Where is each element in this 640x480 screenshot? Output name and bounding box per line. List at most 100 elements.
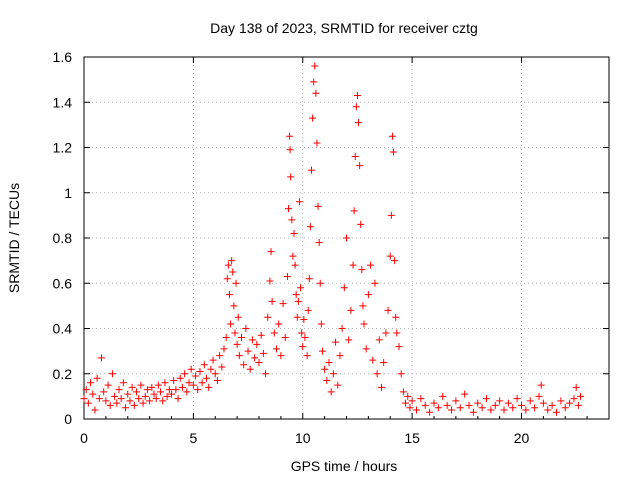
data-point	[185, 379, 193, 387]
data-point	[194, 386, 202, 394]
data-point	[465, 401, 473, 409]
data-point	[522, 406, 530, 414]
data-point	[430, 399, 438, 407]
data-point	[371, 279, 379, 287]
data-point	[461, 390, 469, 398]
data-point	[318, 347, 326, 355]
data-point	[257, 331, 265, 339]
data-point	[350, 207, 358, 215]
data-point	[187, 365, 195, 373]
data-point	[205, 383, 213, 391]
data-point	[141, 392, 149, 400]
data-point	[281, 334, 289, 342]
data-point	[299, 343, 307, 351]
data-point	[154, 381, 162, 389]
data-point	[347, 306, 355, 314]
data-point	[170, 377, 178, 385]
data-point	[285, 205, 293, 213]
data-point	[426, 408, 434, 416]
data-point	[373, 370, 381, 378]
data-point	[130, 401, 138, 409]
data-point	[174, 395, 182, 403]
data-point	[159, 397, 167, 405]
data-point	[434, 404, 442, 412]
data-point	[329, 370, 337, 378]
data-point	[421, 401, 429, 409]
data-point	[375, 336, 383, 344]
data-point	[273, 345, 280, 353]
data-point	[572, 383, 580, 391]
y-tick-label: 0.8	[53, 230, 73, 246]
data-point	[297, 284, 305, 292]
data-point	[189, 381, 197, 389]
data-point	[358, 266, 366, 274]
data-point	[557, 397, 565, 405]
data-point	[386, 252, 394, 260]
data-point	[408, 397, 416, 405]
data-point	[111, 392, 119, 400]
data-point	[207, 365, 215, 373]
data-point	[163, 392, 171, 400]
data-point	[267, 248, 275, 256]
data-point	[248, 336, 256, 344]
data-point	[443, 401, 451, 409]
x-tick-label: 10	[295, 430, 311, 446]
y-tick-label: 0.4	[53, 321, 73, 337]
data-point	[384, 306, 392, 314]
data-point	[295, 198, 303, 206]
data-point	[303, 352, 311, 360]
data-point	[336, 352, 344, 360]
data-point	[192, 372, 200, 380]
x-tick-label: 20	[514, 430, 530, 446]
x-axis-label: GPS time / hours	[291, 458, 398, 474]
data-point	[246, 365, 254, 373]
data-point	[220, 345, 228, 353]
data-point	[227, 320, 235, 328]
data-point	[310, 78, 318, 86]
data-point	[327, 388, 335, 396]
data-point	[286, 132, 294, 140]
tick-labels: 0 5 10 15 20 0 0.2 0.4 0.6 0.8 1 1.2 1.4 1.6	[53, 49, 530, 446]
data-point	[305, 275, 313, 283]
data-point	[139, 399, 147, 407]
data-point	[402, 399, 410, 407]
data-point	[124, 390, 132, 398]
data-point	[478, 404, 486, 412]
data-point	[176, 374, 184, 382]
data-point	[367, 261, 375, 269]
data-point	[537, 381, 545, 389]
data-point	[137, 381, 145, 389]
data-point	[293, 313, 301, 321]
data-point	[288, 216, 296, 224]
data-point	[222, 334, 230, 342]
data-point	[340, 284, 348, 292]
data-point	[387, 211, 395, 219]
data-point	[251, 354, 259, 362]
data-point	[168, 390, 175, 398]
data-point	[200, 361, 208, 369]
data-point	[513, 395, 521, 403]
data-points	[80, 62, 585, 416]
data-point	[93, 374, 101, 382]
data-point	[279, 300, 287, 308]
data-point	[496, 397, 504, 405]
data-point	[216, 352, 224, 360]
data-point	[115, 386, 123, 394]
data-point	[275, 320, 283, 328]
data-point	[292, 291, 300, 299]
data-point	[229, 268, 237, 276]
data-point	[228, 257, 236, 265]
data-point	[102, 397, 110, 405]
data-point	[315, 239, 323, 247]
data-point	[211, 370, 219, 378]
data-point	[268, 297, 276, 305]
data-point	[82, 386, 90, 394]
data-point	[343, 234, 350, 242]
data-point	[378, 383, 385, 391]
data-point	[332, 338, 340, 346]
data-point	[84, 399, 92, 407]
data-point	[390, 148, 398, 156]
data-point	[399, 388, 407, 396]
data-point	[539, 399, 547, 407]
x-tick-label: 0	[80, 430, 88, 446]
